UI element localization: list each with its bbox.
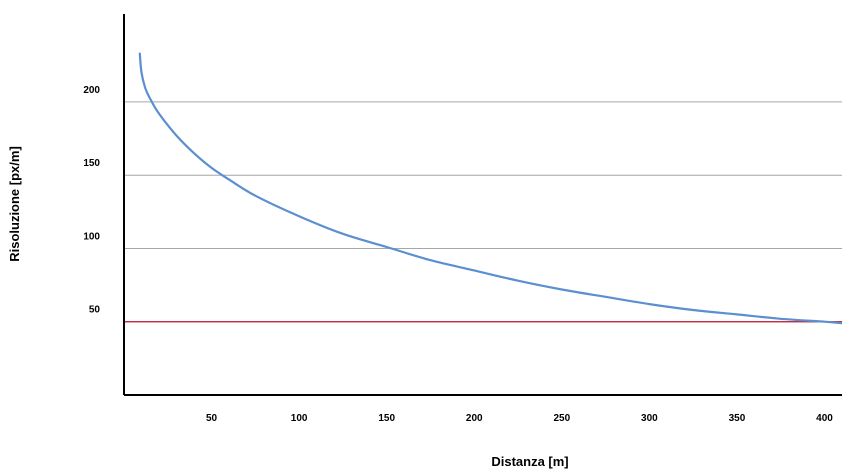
x-tick-label-350: 350 bbox=[729, 413, 746, 424]
y-tick-labels: 50 100 150 200 bbox=[83, 85, 100, 316]
x-tick-label-200: 200 bbox=[466, 413, 483, 424]
series-group bbox=[138, 52, 842, 325]
x-tick-label-400: 400 bbox=[816, 413, 833, 424]
x-tick-label-100: 100 bbox=[291, 413, 308, 424]
x-tick-labels: 50 100 150 200 250 300 350 400 bbox=[206, 413, 833, 424]
series-line-0 bbox=[138, 52, 842, 325]
y-tick-label-150: 150 bbox=[83, 158, 100, 169]
x-axis-label: Distanza [m] bbox=[491, 454, 568, 469]
axes bbox=[123, 14, 842, 396]
x-tick-label-50: 50 bbox=[206, 413, 218, 424]
y-tick-label-200: 200 bbox=[83, 85, 100, 96]
gridlines bbox=[124, 101, 842, 323]
x-tick-label-150: 150 bbox=[378, 413, 395, 424]
x-tick-label-250: 250 bbox=[553, 413, 570, 424]
x-tick-label-300: 300 bbox=[641, 413, 658, 424]
y-tick-label-50: 50 bbox=[89, 305, 101, 316]
y-tick-label-100: 100 bbox=[83, 231, 100, 242]
y-axis-label: Risoluzione [px/m] bbox=[7, 146, 22, 262]
